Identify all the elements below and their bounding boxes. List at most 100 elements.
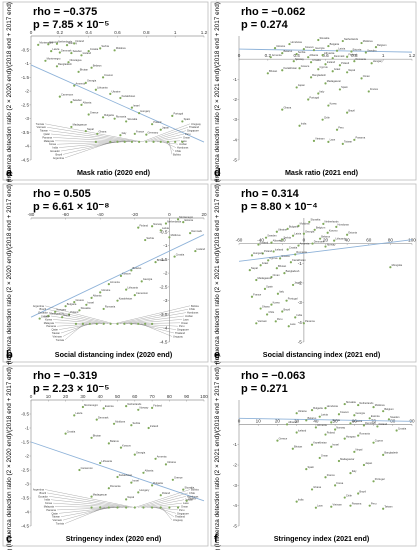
y-tick-label: -1.5 (159, 257, 167, 262)
y-tick-label: -3.5 (21, 130, 29, 135)
data-point (125, 288, 128, 291)
data-point (94, 88, 97, 91)
leader-line (154, 137, 183, 142)
country-label: Moldova (300, 222, 310, 226)
country-label: Bhutan (93, 434, 102, 438)
leader-line (62, 141, 116, 155)
country-label: Portugal (375, 477, 385, 481)
leader-line (117, 309, 189, 324)
data-point (90, 436, 93, 439)
data-point (107, 506, 110, 509)
country-label: Poland (341, 61, 350, 65)
country-label: Poland (264, 249, 273, 253)
data-point (295, 431, 298, 434)
floor-country-label: Peru (185, 132, 191, 136)
y-tick-label: -1.5 (21, 75, 29, 80)
data-point (281, 310, 284, 313)
data-point (130, 322, 133, 325)
floor-country-label: Taiwan (52, 515, 61, 519)
country-label: Iceland (83, 51, 92, 55)
data-point (334, 484, 337, 487)
country-label: Greece (90, 110, 99, 114)
data-point (275, 267, 278, 270)
x-tick-label: 20 (323, 238, 329, 243)
data-point (270, 241, 273, 244)
data-point (275, 230, 278, 233)
floor-country-label: Peru (179, 324, 185, 328)
floor-country-label: Honduras (187, 494, 199, 498)
country-label: Albania (145, 469, 154, 473)
floor-country-label: Argentina (33, 488, 45, 492)
trend-line (238, 48, 413, 53)
country-label: Cyprus (269, 256, 278, 260)
data-point (313, 228, 316, 231)
floor-country-label: Korea (49, 142, 56, 146)
country-label: Latvia (294, 232, 301, 236)
floor-country-label: Laos (181, 139, 187, 143)
country-label: Ukraine (276, 44, 285, 48)
x-tick-label: 70 (150, 394, 156, 399)
country-label: Denmark (314, 239, 325, 243)
y-tick-label: -3.5 (21, 496, 29, 501)
data-point (166, 140, 170, 143)
panel-letter: e (214, 349, 220, 361)
floor-country-label: Bolivia (191, 488, 199, 492)
x-tick-label: 30 (80, 394, 86, 399)
x-tick-label: 10 (46, 394, 52, 399)
data-point (337, 413, 341, 416)
country-label: Hungary (373, 59, 384, 63)
data-point (362, 424, 366, 427)
country-label: Romania (359, 431, 370, 435)
x-axis-label: Stringency index (2021 end) (274, 534, 370, 543)
leader-line (54, 322, 100, 324)
country-label: Honduras (338, 223, 350, 227)
leader-line (60, 323, 91, 334)
data-point (102, 322, 105, 325)
country-label: Belarus (321, 234, 330, 238)
data-point (152, 140, 155, 143)
country-label: France (370, 87, 379, 91)
y-tick-label: -2 (298, 280, 303, 285)
data-point (99, 291, 102, 294)
country-label: Greece (281, 254, 290, 258)
trend-line (30, 441, 205, 502)
data-point (112, 422, 116, 425)
country-label: Brazil (283, 307, 290, 311)
data-point (368, 504, 371, 507)
data-point (159, 229, 162, 232)
y-tick-label: -1 (25, 426, 30, 431)
data-point (335, 49, 339, 52)
country-label: Ghana (99, 130, 107, 134)
country-label: Montenegro (179, 215, 193, 219)
data-point (84, 129, 87, 133)
data-point (310, 488, 314, 491)
country-label: Ghana (313, 485, 321, 489)
country-label: Greece (279, 436, 288, 440)
floor-country-label: Vietnam (53, 334, 62, 338)
country-label: Oman (273, 273, 281, 277)
data-point (288, 42, 291, 46)
floor-country-label: India (52, 146, 58, 150)
country-label: Finland (153, 404, 162, 408)
data-point (159, 140, 162, 143)
country-label: Denmark (98, 415, 109, 419)
y-axis-label: log (Influenza detection ratio (2 × 2020… (6, 354, 13, 550)
leader-line (46, 309, 112, 324)
data-point (147, 426, 150, 430)
country-label: Serbia (146, 236, 154, 240)
data-point (327, 44, 330, 48)
country-label: India (296, 313, 302, 317)
data-point (334, 428, 337, 431)
data-point (287, 325, 290, 328)
floor-country-label: Vietnam (37, 125, 46, 129)
y-tick-label: -1.5 (21, 440, 29, 445)
data-point (294, 253, 297, 256)
data-point (181, 140, 184, 143)
x-tick-label: 0 (303, 238, 306, 243)
floor-country-label: Uruguay (191, 122, 202, 126)
p-value: p = 7.85 × 10⁻⁵ (33, 19, 109, 31)
country-label: Belarus (133, 266, 142, 270)
data-point (94, 140, 97, 143)
data-point (84, 81, 87, 84)
country-label: Italy (352, 469, 357, 473)
